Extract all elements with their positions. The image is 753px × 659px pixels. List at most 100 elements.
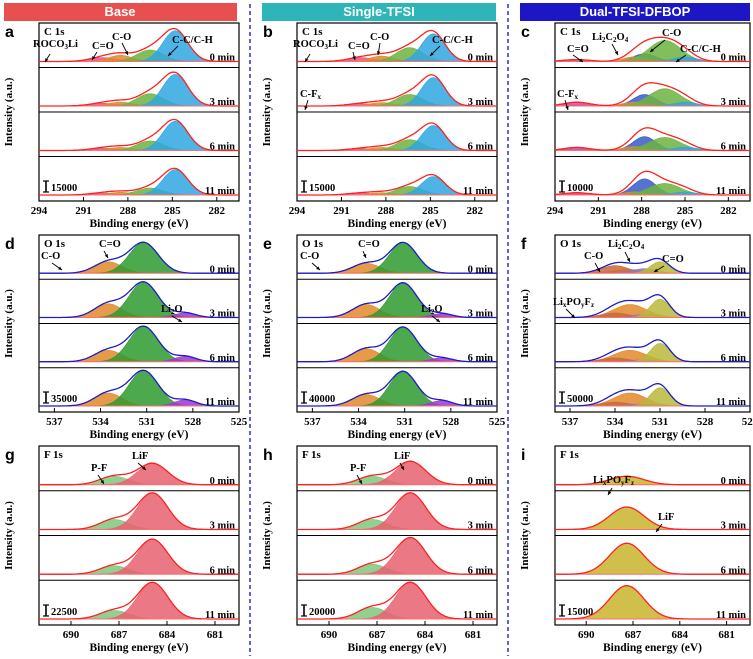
annotation-subscript: y: [581, 301, 585, 309]
scale-value: 15000: [309, 183, 335, 194]
annotation-arrowhead: [614, 51, 618, 55]
x-tick-label: 534: [607, 416, 624, 428]
annotation-subscript: z: [591, 301, 594, 309]
spectrum-envelope: [297, 241, 497, 274]
annotation-subscript: x: [575, 93, 579, 101]
spectrum-envelope: [297, 173, 497, 196]
peak-annotation: C-O: [112, 32, 131, 43]
annotation-subscript: 3: [65, 43, 69, 51]
annotation-subscript: 2: [431, 308, 435, 316]
core-level-label: C 1s: [44, 26, 65, 38]
annotation-text: Li: [608, 239, 618, 250]
peak-annotation: C=O: [567, 44, 589, 55]
peak-c-o: [601, 88, 729, 107]
panel-d: d O 1s 0 min 3 min 6 min 11 min 35000 537 534 531…: [3, 234, 248, 441]
spectrum-envelope: [297, 536, 497, 575]
y-axis-label: Intensity (a.u.): [261, 77, 273, 146]
x-tick-label: 534: [350, 416, 367, 428]
annotation-arrowhead: [168, 52, 172, 56]
y-axis-label: Intensity (a.u.): [519, 77, 531, 146]
x-tick-label: 681: [465, 629, 482, 641]
annotation-text: O: [434, 304, 442, 315]
annotation-arrowhead: [92, 56, 96, 60]
peak-annotation: Li2C2O4: [592, 32, 629, 44]
header-single-tfsi: Single-TFSI: [343, 4, 415, 19]
annotation-subscript: y: [621, 479, 625, 487]
time-label: 6 min: [721, 565, 747, 576]
time-label: 0 min: [721, 476, 747, 487]
annotation-text: F: [625, 475, 631, 486]
annotation-text: C-F: [300, 89, 318, 100]
spectrum-envelope: [555, 339, 750, 363]
x-tick-label: 690: [63, 629, 80, 641]
peak-annotation: C=O: [348, 41, 370, 52]
spectrum-envelope: [555, 36, 750, 63]
annotation-text: C-O: [584, 251, 603, 262]
peak-annotation: LixPOyFz: [553, 297, 594, 309]
x-tick-label: 294: [31, 205, 48, 217]
time-label: 11 min: [205, 397, 235, 408]
time-label: 0 min: [468, 264, 494, 275]
time-label: 6 min: [468, 142, 494, 153]
time-label: 6 min: [468, 353, 494, 364]
spectrum-envelope: [297, 370, 497, 407]
x-tick-label: 525: [489, 416, 506, 428]
spectrum-envelope: [555, 506, 750, 531]
time-label: 11 min: [205, 186, 235, 197]
time-label: 0 min: [721, 264, 747, 275]
time-label: 11 min: [716, 186, 746, 197]
peak-lixpoyfz: [558, 542, 696, 575]
core-level-label: O 1s: [302, 238, 324, 250]
panel-label: h: [263, 447, 273, 464]
annotation-text: C=O: [99, 239, 121, 250]
annotation-arrowhead: [304, 106, 308, 110]
annotation-arrowhead: [650, 48, 654, 52]
peak-lixpoyfz: [558, 506, 696, 530]
annotation-text: C-C/C-H: [680, 44, 721, 55]
scale-value: 10000: [567, 183, 593, 194]
annotation-arrowhead: [626, 258, 630, 262]
annotation-subscript: z: [631, 479, 634, 487]
peak-annotation: C-C/C-H: [680, 44, 721, 55]
panel-label: b: [263, 24, 273, 41]
annotation-text: C-C/C-H: [432, 35, 473, 46]
y-axis-label: Intensity (a.u.): [3, 501, 15, 570]
time-label: 6 min: [210, 565, 236, 576]
annotation-text: Li: [592, 32, 602, 43]
annotation-subscript: x: [603, 479, 607, 487]
annotation-text: Li: [328, 39, 338, 50]
time-label: 11 min: [716, 397, 746, 408]
x-tick-label: 291: [75, 205, 92, 217]
x-tick-label: 528: [443, 416, 460, 428]
spectrum-envelope: [39, 325, 239, 363]
annotation-text: Li: [68, 39, 78, 50]
time-label: 3 min: [721, 521, 747, 532]
annotation-arrowhead: [400, 466, 404, 470]
x-axis-label: Binding energy (eV): [89, 429, 188, 441]
x-axis-label: Binding energy (eV): [347, 429, 446, 441]
y-axis-label: Intensity (a.u.): [519, 501, 531, 570]
time-label: 6 min: [468, 565, 494, 576]
annotation-text: O: [174, 304, 182, 315]
x-tick-label: 687: [111, 629, 128, 641]
annotation-arrowhead: [316, 266, 320, 270]
x-tick-label: 537: [304, 416, 321, 428]
annotation-text: F: [585, 297, 591, 308]
peak-annotation: P-F: [91, 463, 107, 474]
x-tick-label: 528: [185, 416, 202, 428]
annotation-text: C-O: [41, 251, 60, 262]
peak-annotation: Li2O: [161, 304, 183, 316]
x-tick-label: 684: [672, 629, 689, 641]
peak-annotation: C-O: [41, 251, 60, 262]
annotation-arrowhead: [58, 266, 62, 270]
annotation-arrowhead: [376, 51, 381, 55]
column-headers: Base Single-TFSI Dual-TFSI-DFBOP: [4, 3, 750, 21]
header-dual-tfsi-dfbop: Dual-TFSI-DFBOP: [580, 4, 691, 19]
x-tick-label: 528: [697, 416, 714, 428]
x-tick-label: 282: [209, 205, 226, 217]
annotation-arrowhead: [352, 56, 356, 60]
peak-annotation: LiF: [394, 451, 410, 462]
spectrum-envelope: [39, 27, 239, 63]
x-tick-label: 684: [417, 629, 434, 641]
